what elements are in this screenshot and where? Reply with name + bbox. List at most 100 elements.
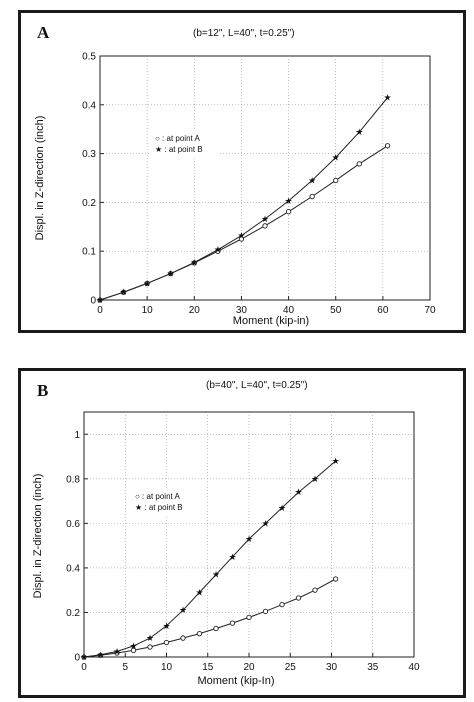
legend-box [151, 131, 219, 157]
y-axis-label: Displ. in Z-direction (inch) [32, 474, 44, 599]
data-point-b: ★ [294, 487, 302, 497]
data-point-a [246, 614, 252, 621]
data-point-a [279, 602, 285, 608]
y-tick-label: 0.6 [66, 519, 80, 530]
x-tick-label: 20 [243, 662, 255, 673]
data-point-a [332, 576, 339, 582]
data-point-b: ★ [129, 641, 137, 651]
data-point-a [312, 587, 318, 593]
data-point-b: ★ [278, 503, 286, 513]
legend-entry: ○ : at point A [155, 134, 201, 143]
y-tick-label: 0.8 [66, 474, 80, 485]
data-point-b: ★ [120, 287, 128, 297]
data-point-b: ★ [245, 534, 253, 544]
x-tick-label: 30 [326, 662, 338, 673]
y-tick-label: 1 [74, 430, 80, 441]
data-point-a [229, 620, 236, 626]
y-tick-label: 0.2 [66, 608, 80, 619]
x-tick-label: 50 [330, 305, 342, 316]
data-point-b: ★ [214, 245, 222, 255]
x-tick-label: 0 [97, 305, 103, 316]
data-point-b: ★ [332, 153, 340, 163]
x-tick-label: 40 [408, 662, 420, 673]
chart-title: (b=12", L=40", t=0.25") [193, 28, 295, 39]
data-point-b: ★ [332, 456, 340, 466]
y-tick-label: 0.4 [82, 100, 96, 111]
data-point-a [130, 647, 137, 653]
data-point-a [238, 236, 245, 242]
axes-box [99, 55, 431, 301]
x-tick-label: 30 [236, 305, 248, 316]
data-point-b: ★ [146, 633, 154, 643]
data-point-a [163, 639, 170, 646]
x-axis-label: Moment (kip-In) [197, 675, 274, 687]
data-point-b: ★ [80, 652, 88, 662]
y-axis-label: Displ. in Z-direction (inch) [34, 116, 46, 241]
data-point-a [180, 635, 186, 641]
data-point-a [262, 223, 268, 229]
series-line [83, 460, 336, 658]
x-tick-label: 70 [424, 305, 436, 316]
series-line [99, 97, 388, 301]
chart-title: (b=40", L=40", t=0.25") [206, 380, 308, 391]
chart-panel-b: B (b=40", L=40", t=0.25") 0 5 10 15 20 25 30 35… [18, 368, 466, 698]
y-tick-label: 0.1 [82, 247, 96, 258]
data-point-b: ★ [195, 587, 203, 597]
data-point-b: ★ [143, 278, 151, 288]
y-tick-label: 0 [90, 296, 96, 307]
data-point-a [333, 177, 339, 184]
data-point-b: ★ [96, 295, 104, 305]
data-point-a [295, 595, 302, 601]
data-point-b: ★ [285, 196, 293, 206]
data-point-a [196, 630, 203, 637]
legend-box [131, 489, 199, 515]
data-point-a [309, 193, 315, 200]
data-point-b: ★ [190, 257, 198, 267]
data-point-b: ★ [311, 474, 319, 484]
data-point-a [213, 625, 219, 632]
data-point-b: ★ [162, 621, 170, 631]
data-point-a [384, 143, 391, 149]
data-point-b: ★ [228, 552, 236, 562]
series-line [83, 578, 336, 658]
chart-panel-a: A (b=12", L=40", t=0.25") 0 10 20 30 40 50 60 7… [18, 10, 466, 333]
y-tick-label: 0.4 [66, 563, 80, 574]
legend-entry: ★ : at point B [135, 503, 183, 512]
data-point-b: ★ [167, 269, 175, 279]
data-point-b: ★ [261, 214, 269, 224]
y-tick-label: 0.2 [82, 198, 96, 209]
data-point-b: ★ [212, 570, 220, 580]
x-tick-label: 40 [283, 305, 295, 316]
data-point-b: ★ [113, 646, 121, 656]
x-tick-label: 10 [142, 305, 154, 316]
x-tick-label: 20 [189, 305, 201, 316]
legend-entry: ○ : at point A [135, 492, 181, 501]
data-point-a [147, 644, 153, 650]
data-point-a [262, 608, 269, 614]
plot-area: 0 10 20 30 40 50 60 70 0 0.1 0.2 0.3 0.4 0.5 Moment (k… [34, 52, 436, 328]
x-tick-label: 25 [285, 662, 297, 673]
x-tick-label: 60 [377, 305, 389, 316]
panel-letter: A [37, 23, 50, 42]
data-point-b: ★ [384, 92, 392, 102]
x-tick-label: 35 [367, 662, 379, 673]
data-point-b: ★ [237, 231, 245, 241]
data-point-b: ★ [96, 650, 104, 660]
x-tick-label: 0 [81, 662, 87, 673]
y-tick-label: 0 [74, 653, 80, 664]
y-tick-label: 0.3 [82, 149, 96, 160]
data-point-a [285, 209, 292, 215]
data-point-b: ★ [179, 605, 187, 615]
x-tick-label: 5 [122, 662, 128, 673]
x-tick-label: 10 [161, 662, 173, 673]
x-axis-label: Moment (kip-in) [233, 315, 309, 327]
legend-entry: ★ : at point B [155, 145, 203, 154]
plot-area: 0 5 10 15 20 25 30 35 40 0 0.2 0.4 0.6 0.8 1 Moment (ki… [32, 411, 420, 687]
data-point-a [356, 161, 362, 167]
data-point-b: ★ [355, 127, 363, 137]
panel-letter: B [37, 381, 49, 400]
data-point-b: ★ [261, 518, 269, 528]
y-tick-label: 0.5 [82, 52, 96, 63]
data-point-b: ★ [308, 175, 316, 185]
x-tick-label: 15 [202, 662, 214, 673]
